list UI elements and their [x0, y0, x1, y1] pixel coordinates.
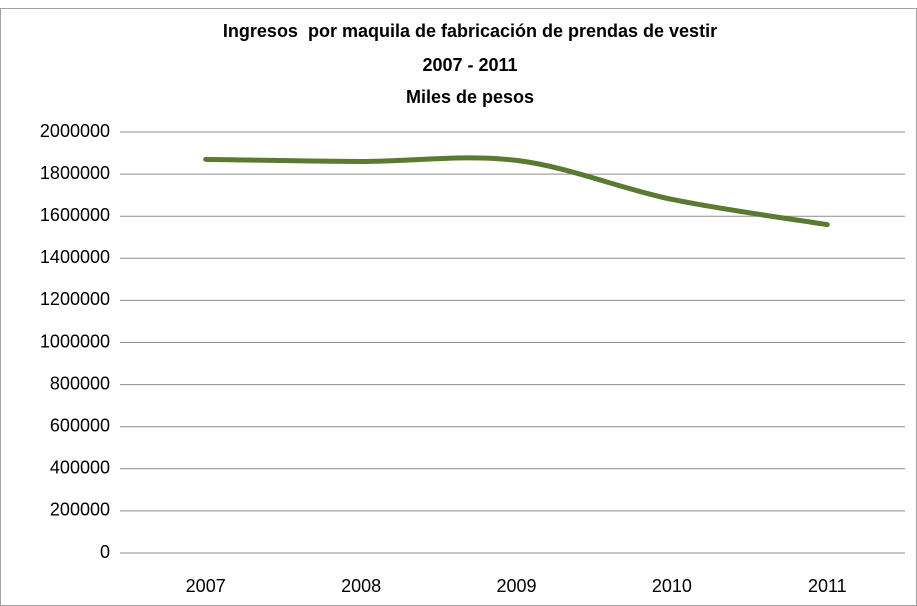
y-tick-label: 600000 [50, 415, 110, 435]
chart-frame [0, 8, 917, 606]
y-tick-label: 1800000 [40, 163, 110, 183]
x-tick-label: 2008 [341, 576, 381, 596]
chart-subtitle: Miles de pesos [406, 87, 534, 107]
x-tick-label: 2009 [496, 576, 536, 596]
y-tick-label: 1200000 [40, 289, 110, 309]
chart-title: Ingresos por maquila de fabricación de p… [223, 21, 717, 41]
y-tick-label: 200000 [50, 500, 110, 520]
y-tick-label: 2000000 [40, 121, 110, 141]
chart-subtitle: 2007 - 2011 [422, 55, 517, 75]
y-tick-label: 800000 [50, 373, 110, 393]
x-tick-label: 2010 [652, 576, 692, 596]
y-tick-label: 1000000 [40, 331, 110, 351]
x-tick-label: 2011 [808, 576, 847, 596]
y-tick-label: 1400000 [40, 247, 110, 267]
y-tick-label: 0 [100, 542, 110, 562]
y-tick-label: 400000 [50, 458, 110, 478]
x-tick-label: 2007 [186, 576, 226, 596]
data-line [203, 155, 830, 228]
y-tick-label: 1600000 [40, 205, 110, 225]
